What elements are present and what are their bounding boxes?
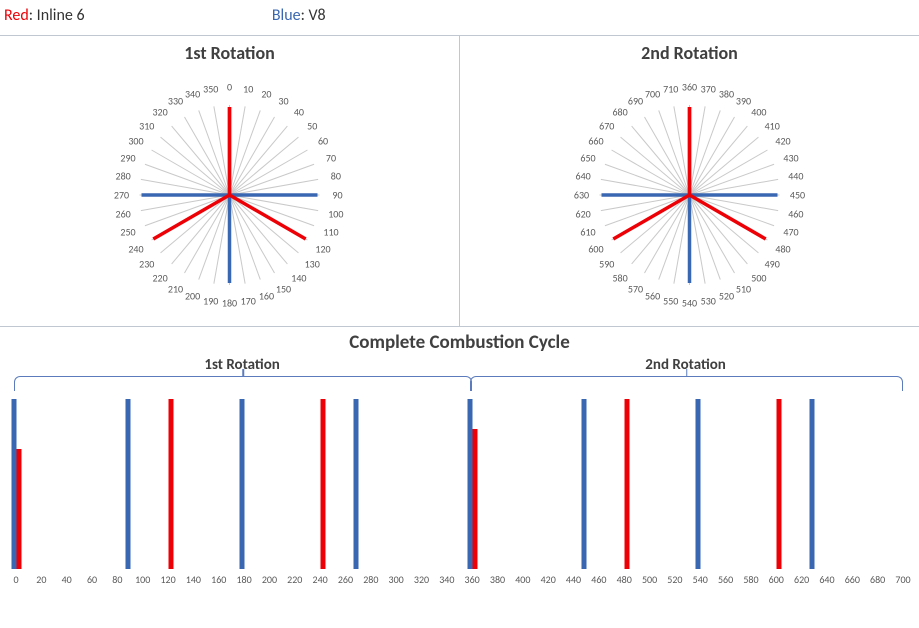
xaxis-tick: 380 [490, 573, 505, 586]
xaxis-tick: 300 [389, 573, 404, 586]
xaxis-tick: 260 [338, 573, 353, 586]
bracket [470, 376, 903, 391]
firing-bar [777, 399, 782, 569]
xaxis-tick: 160 [211, 573, 226, 586]
xaxis-tick: 340 [439, 573, 454, 586]
cycle-subtitles: 1st Rotation2nd Rotation [0, 356, 919, 374]
radar-panels: 1st Rotation 010203040506070809010011012… [0, 35, 919, 327]
firing-bar [810, 399, 815, 569]
firing-bar [17, 449, 22, 569]
xaxis-tick: 240 [313, 573, 328, 586]
legend-blue-desc: : V8 [301, 6, 326, 25]
panel-rotation-1: 1st Rotation 010203040506070809010011012… [0, 36, 460, 326]
legend: Red: Inline 6 Blue: V8 [0, 0, 919, 35]
xaxis-tick: 560 [718, 573, 733, 586]
firing-bar [696, 399, 701, 569]
firing-bar [169, 399, 174, 569]
xaxis-tick: 180 [236, 573, 251, 586]
xaxis-tick: 0 [13, 573, 18, 586]
xaxis-tick: 40 [62, 573, 72, 586]
firing-bar [240, 399, 245, 569]
xaxis-tick: 120 [160, 573, 175, 586]
xaxis-tick: 320 [414, 573, 429, 586]
cycle-chart: Complete Combustion Cycle 1st Rotation2n… [0, 327, 919, 593]
firing-bar [321, 399, 326, 569]
xaxis-tick: 400 [515, 573, 530, 586]
xaxis-tick: 620 [794, 573, 809, 586]
xaxis-tick: 460 [591, 573, 606, 586]
xaxis-tick: 700 [895, 573, 910, 586]
legend-red-key: Red [4, 6, 29, 25]
xaxis-tick: 220 [287, 573, 302, 586]
xaxis-tick: 100 [135, 573, 150, 586]
xaxis-tick: 20 [36, 573, 46, 586]
xaxis-tick: 500 [642, 573, 657, 586]
firing-bar [625, 399, 630, 569]
legend-red-desc: : Inline 6 [29, 6, 85, 25]
xaxis-tick: 200 [262, 573, 277, 586]
xaxis-tick: 640 [819, 573, 834, 586]
bracket [14, 376, 472, 391]
xaxis-tick: 440 [566, 573, 581, 586]
cycle-title: Complete Combustion Cycle [0, 331, 919, 354]
panel-title-2: 2nd Rotation [460, 36, 919, 64]
legend-blue-key: Blue [272, 6, 301, 25]
xaxis-tick: 580 [743, 573, 758, 586]
xaxis-tick: 60 [87, 573, 97, 586]
radar-chart-2: 3603703803904004104204304404504604704804… [460, 64, 919, 314]
xaxis-tick: 360 [465, 573, 480, 586]
xaxis-tick: 80 [112, 573, 122, 586]
panel-title-1: 1st Rotation [0, 36, 459, 64]
panel-rotation-2: 2nd Rotation 360370380390400410420430440… [460, 36, 919, 326]
cycle-xaxis: 0 20 40 60 80 100 120 140 160 180 200 220 240 260 280 3… [2, 573, 917, 593]
xaxis-tick: 600 [769, 573, 784, 586]
xaxis-tick: 280 [363, 573, 378, 586]
cycle-bars [2, 394, 917, 569]
firing-bar [582, 399, 587, 569]
firing-bar [354, 399, 359, 569]
firing-bar [473, 429, 478, 569]
radar-chart-1: 0102030405060708090100110120130140150160… [0, 64, 459, 314]
xaxis-tick: 480 [617, 573, 632, 586]
xaxis-tick: 660 [845, 573, 860, 586]
xaxis-tick: 520 [667, 573, 682, 586]
cycle-brackets [0, 374, 919, 394]
firing-bar [126, 399, 131, 569]
xaxis-tick: 140 [186, 573, 201, 586]
xaxis-tick: 420 [541, 573, 556, 586]
xaxis-tick: 680 [870, 573, 885, 586]
xaxis-tick: 540 [693, 573, 708, 586]
